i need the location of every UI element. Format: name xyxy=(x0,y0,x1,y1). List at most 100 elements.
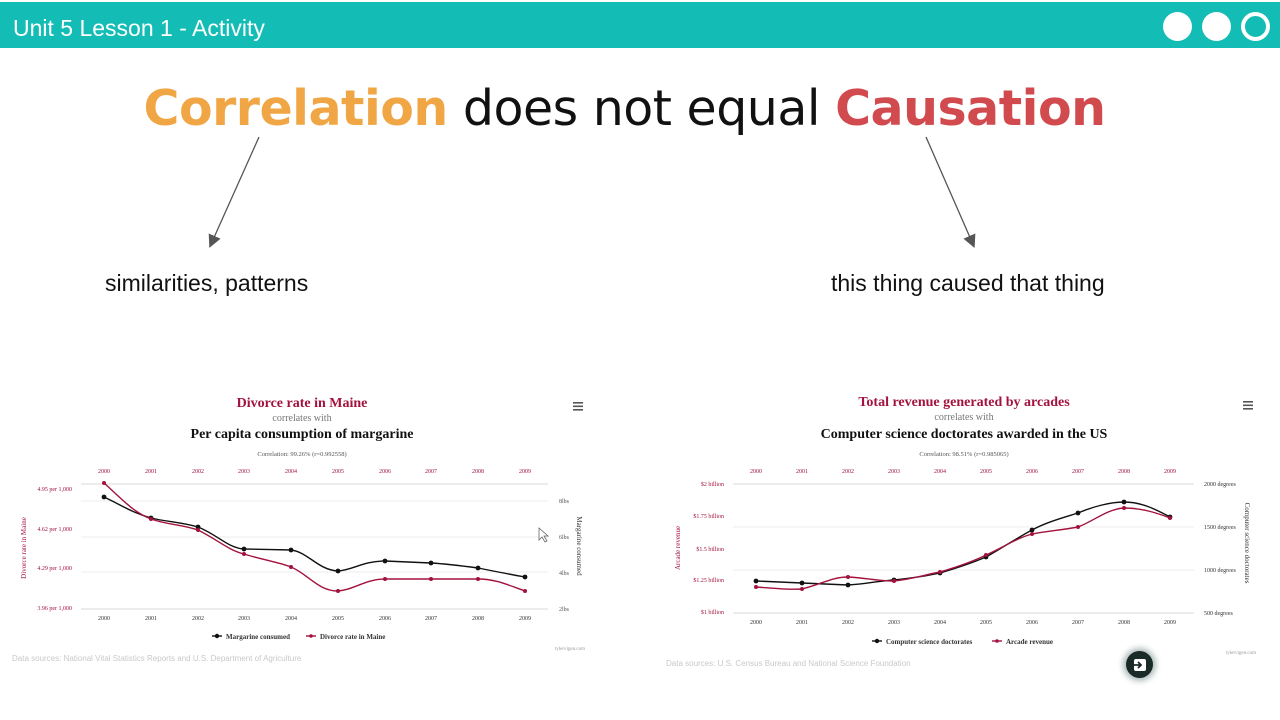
data-source: Data sources: U.S. Census Bureau and Nat… xyxy=(666,659,911,668)
svg-text:2002: 2002 xyxy=(842,620,854,626)
headline-causation: Causation xyxy=(835,80,1106,137)
svg-text:2005: 2005 xyxy=(980,469,992,475)
mouse-cursor-icon xyxy=(538,527,550,543)
svg-text:2008: 2008 xyxy=(1118,469,1130,475)
svg-text:Arcade revenue: Arcade revenue xyxy=(674,526,682,570)
svg-text:2007: 2007 xyxy=(425,616,437,622)
svg-text:2lbs: 2lbs xyxy=(559,607,570,613)
svg-text:$1.25 billion: $1.25 billion xyxy=(693,577,724,584)
svg-text:Computer science doctorates: Computer science doctorates xyxy=(1243,503,1251,584)
svg-text:2002: 2002 xyxy=(192,616,204,622)
progress-dot-2[interactable] xyxy=(1202,12,1231,41)
svg-text:2003: 2003 xyxy=(888,469,900,475)
exit-button[interactable] xyxy=(1126,651,1153,678)
svg-text:8lbs: 8lbs xyxy=(559,499,570,505)
arrow-right-icon xyxy=(925,136,976,248)
svg-text:tylervigen.com: tylervigen.com xyxy=(1226,651,1256,656)
svg-text:Divorce rate in Maine: Divorce rate in Maine xyxy=(20,517,28,579)
title-bar: Unit 5 Lesson 1 - Activity xyxy=(0,2,1280,48)
svg-text:2006: 2006 xyxy=(379,469,391,475)
svg-text:2003: 2003 xyxy=(888,620,900,626)
svg-text:2000: 2000 xyxy=(750,469,762,475)
chart-divorce-margarine: Divorce rate in Maine correlates with Pe… xyxy=(8,388,598,668)
svg-text:Arcade revenue: Arcade revenue xyxy=(1006,638,1053,646)
annotation-arrows xyxy=(208,136,976,248)
svg-text:2003: 2003 xyxy=(238,616,250,622)
series-margarine xyxy=(103,496,526,578)
svg-text:Total revenue generated by arc: Total revenue generated by arcades xyxy=(858,395,1070,410)
svg-text:2000: 2000 xyxy=(98,469,110,475)
annotation-left: similarities, patterns xyxy=(105,270,309,296)
svg-text:2001: 2001 xyxy=(145,616,157,622)
svg-text:2001: 2001 xyxy=(796,469,808,475)
svg-text:1000 degrees: 1000 degrees xyxy=(1204,568,1236,574)
arrow-left-icon xyxy=(208,136,260,248)
data-source: Data sources: National Vital Statistics … xyxy=(12,654,302,663)
chart-title2: Per capita consumption of margarine xyxy=(191,427,414,442)
svg-text:4lbs: 4lbs xyxy=(559,571,570,577)
svg-text:2004: 2004 xyxy=(934,620,946,626)
svg-text:2009: 2009 xyxy=(519,616,531,622)
progress-dot-3[interactable] xyxy=(1241,12,1270,41)
svg-text:2002: 2002 xyxy=(192,469,204,475)
svg-text:correlates with: correlates with xyxy=(934,412,993,423)
svg-text:4.29 per 1,000: 4.29 per 1,000 xyxy=(37,566,72,572)
svg-text:Computer science doctorates: Computer science doctorates xyxy=(886,638,972,646)
chart-legend: Margarine consumed Divorce rate in Maine xyxy=(212,633,385,641)
svg-text:1500 degrees: 1500 degrees xyxy=(1204,525,1236,531)
svg-text:$2 billion: $2 billion xyxy=(701,481,724,488)
svg-text:$1 billion: $1 billion xyxy=(701,609,724,616)
hamburger-menu-icon[interactable] xyxy=(1243,401,1253,410)
hamburger-menu-icon[interactable] xyxy=(573,402,583,411)
svg-text:4.62 per 1,000: 4.62 per 1,000 xyxy=(37,527,72,533)
svg-text:2007: 2007 xyxy=(425,469,437,475)
exit-icon xyxy=(1132,658,1146,671)
svg-text:2007: 2007 xyxy=(1072,620,1084,626)
svg-text:2009: 2009 xyxy=(1164,469,1176,475)
svg-text:2003: 2003 xyxy=(238,469,250,475)
svg-text:2009: 2009 xyxy=(1164,620,1176,626)
chart-title: Divorce rate in Maine xyxy=(237,396,368,411)
svg-text:2006: 2006 xyxy=(1026,620,1038,626)
svg-text:2004: 2004 xyxy=(934,469,946,475)
svg-text:6lbs: 6lbs xyxy=(559,535,570,541)
svg-text:2001: 2001 xyxy=(145,469,157,475)
svg-text:Computer science doctorates aw: Computer science doctorates awarded in t… xyxy=(821,427,1108,442)
svg-text:2005: 2005 xyxy=(980,620,992,626)
headline: Correlation does not equal Causation xyxy=(0,80,1249,137)
svg-text:2006: 2006 xyxy=(379,616,391,622)
headline-correlation: Correlation xyxy=(143,80,448,137)
chart-arcade-doctorates: Total revenue generated by arcades corre… xyxy=(662,388,1272,673)
svg-text:2005: 2005 xyxy=(332,616,344,622)
svg-text:2002: 2002 xyxy=(842,469,854,475)
svg-text:Divorce rate in Maine: Divorce rate in Maine xyxy=(320,633,385,641)
chart-subtitle: correlates with xyxy=(272,413,331,424)
svg-text:$1.5 billion: $1.5 billion xyxy=(696,546,724,553)
svg-text:tylervigen.com: tylervigen.com xyxy=(555,647,585,652)
svg-text:2008: 2008 xyxy=(472,469,484,475)
annotation-right: this thing caused that thing xyxy=(831,270,1105,296)
svg-text:2008: 2008 xyxy=(1118,620,1130,626)
svg-text:2006: 2006 xyxy=(1026,469,1038,475)
headline-middle: does not equal xyxy=(447,80,836,137)
svg-text:2008: 2008 xyxy=(472,616,484,622)
progress-dot-1[interactable] xyxy=(1163,12,1192,41)
svg-text:2000: 2000 xyxy=(750,620,762,626)
lesson-title: Unit 5 Lesson 1 - Activity xyxy=(13,15,265,41)
svg-text:Margarine consumed: Margarine consumed xyxy=(575,516,583,576)
svg-text:4.95 per 1,000: 4.95 per 1,000 xyxy=(37,487,72,493)
svg-text:$1.75 billion: $1.75 billion xyxy=(693,513,724,520)
svg-text:Margarine consumed: Margarine consumed xyxy=(226,633,290,641)
svg-text:2004: 2004 xyxy=(285,616,297,622)
svg-text:2004: 2004 xyxy=(285,469,297,475)
svg-text:2007: 2007 xyxy=(1072,469,1084,475)
svg-text:2009: 2009 xyxy=(519,469,531,475)
svg-text:3.96 per 1,000: 3.96 per 1,000 xyxy=(37,606,72,612)
svg-text:2001: 2001 xyxy=(796,620,808,626)
progress-dots xyxy=(1163,12,1270,41)
svg-text:500 degrees: 500 degrees xyxy=(1204,611,1233,617)
svg-text:2005: 2005 xyxy=(332,469,344,475)
chart-legend: Computer science doctorates Arcade reven… xyxy=(872,638,1053,646)
svg-text:2000 degrees: 2000 degrees xyxy=(1204,482,1236,488)
chart-correlation: Correlation: 99.26% (r=0.992558) xyxy=(257,451,346,458)
